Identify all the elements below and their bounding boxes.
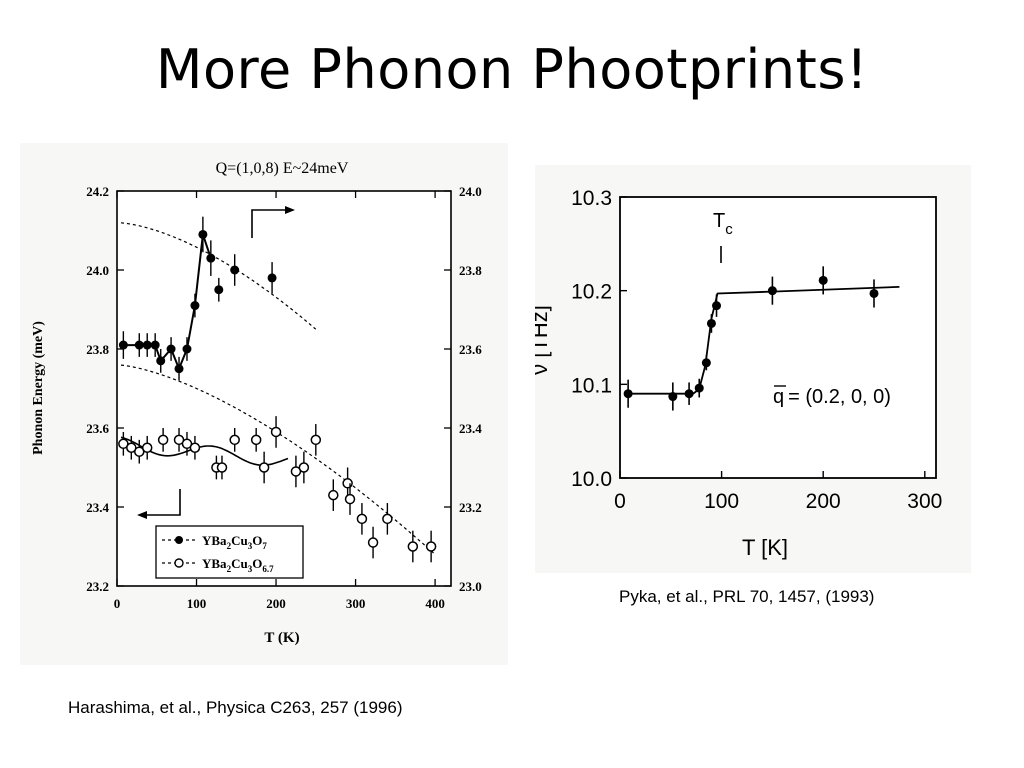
right-point [818,275,828,285]
left-point-open [189,442,201,453]
dashed-guide-lower [120,364,436,555]
left-point-filled [198,229,208,239]
q-vector-annotation: q = (0.2, 0, 0) [773,385,891,408]
right-fit-curve [625,286,900,395]
slide-title: More Phonon Phootprints! [155,38,869,101]
left-y-tick-label: 23.2 [86,579,109,594]
left-citation: Harashima, et al., Physica C263, 257 (19… [68,698,403,717]
left-point-open [356,513,368,525]
left-point-open [270,426,282,438]
legend-marker-filled [175,536,183,544]
left-point-filled [190,301,200,311]
left-point-filled [182,344,192,354]
right-chart-panel: T [K] ν [THz] 0 100 200 300 10.0 10.1 10.2 10.3… [535,165,971,573]
left-point-open [407,541,419,552]
svg-text:q= (0.2, 0, 0): q = (0.2, 0, 0) [773,386,891,408]
right-x-tick-label: 100 [704,490,739,513]
left-y-tick-label: 23.8 [86,342,109,357]
left-point-filled [267,273,277,283]
right-y-tick-label: 10.2 [571,281,612,304]
right-y-tick-label: 10.0 [571,468,612,491]
left-chart-panel: Q=(1,0,8) E~24meV T (K) Phonon Energy (m… [20,143,508,665]
left-x-tick-label: 0 [114,596,121,611]
right-plot-frame [619,196,937,479]
left-point-open [216,462,228,473]
left-x-tick-label: 100 [187,596,207,611]
legend-label-1: YBa2Cu3O7 [202,533,267,551]
right-point [712,301,722,311]
left-point-filled [230,265,240,275]
left-point-open [298,462,310,473]
right-ticks: 0 100 200 300 10.0 10.1 10.2 10.3 [571,187,942,513]
right-point [767,286,777,296]
right-chart: T [K] ν [THz] 0 100 200 300 10.0 10.1 10.2 10.3… [535,187,942,560]
left-point-filled [150,340,160,350]
right-point [684,389,694,399]
left-point-open [157,434,169,446]
left-point-open [344,493,356,505]
left-y-axis-label: Phonon Energy (meV) [31,321,46,455]
right-x-tick-label: 300 [907,490,942,513]
left-y-tick-label: 23.6 [86,421,109,436]
left-point-filled [118,340,128,350]
left-point-filled [156,356,166,366]
left-point-filled [214,285,224,295]
left-point-filled [166,344,176,354]
left-chart: Q=(1,0,8) E~24meV T (K) Phonon Energy (m… [31,160,482,646]
left-point-filled [174,364,184,374]
left-legend-box [155,525,304,579]
tc-annotation: Tc [713,210,733,238]
left-chart-title: Q=(1,0,8) E~24meV [216,160,349,177]
left-point-filled [134,340,144,350]
arrow-right-annotation [251,206,295,238]
right-y-axis-label: ν [THz] [535,305,552,375]
left-x-tick-label: 200 [266,596,286,611]
right-y-tick-label: 10.3 [571,187,612,210]
left-y2-tick-label: 24.0 [459,184,482,199]
right-x-axis-label: T [K] [742,535,788,560]
left-y2-tick-label: 23.4 [459,421,482,436]
dashed-guide-upper [120,222,317,330]
left-y-tick-label: 23.4 [86,500,109,515]
right-point [623,389,633,399]
right-point [668,392,678,402]
right-data-points [623,266,879,411]
right-point [701,358,711,368]
left-x-tick-label: 400 [425,596,445,611]
right-point [706,318,716,328]
left-data-points [118,216,437,563]
left-y2-tick-label: 23.8 [459,263,482,278]
right-point [694,383,704,393]
left-y2-tick-label: 23.0 [459,579,482,594]
right-y-tick-label: 10.1 [571,374,612,397]
left-point-open [328,489,339,501]
right-guide-curve [625,286,900,395]
left-point-open [310,434,322,446]
legend-label-2: YBa2Cu3O6.7 [202,556,274,574]
left-y2-tick-label: 23.6 [459,342,482,357]
left-y-tick-label: 24.2 [86,184,109,199]
left-ticks: 0 100 200 300 400 23.2 23.4 23.6 23.8 24.0 24.2 23.… [86,184,482,611]
arrow-left-annotation [137,489,181,519]
left-legend: YBa2Cu3O7 YBa2Cu3O6.7 [155,525,304,579]
left-x-tick-label: 300 [346,596,366,611]
left-point-open [382,513,393,525]
right-x-tick-label: 200 [806,490,841,513]
left-point-open [229,434,240,446]
legend-marker-open [174,558,184,568]
right-point [869,288,879,298]
left-point-open [258,462,270,473]
left-x-axis-label: T (K) [264,630,299,646]
left-point-filled [142,340,152,350]
left-y2-tick-label: 23.2 [459,500,482,515]
right-citation: Pyka, et al., PRL 70, 1457, (1993) [619,587,875,606]
left-point-filled [206,253,216,263]
left-point-open [342,478,353,489]
left-point-open [250,434,262,446]
left-point-open [141,442,153,453]
left-point-open [367,537,379,548]
left-point-open [425,541,437,552]
left-y-tick-label: 24.0 [86,263,109,278]
right-x-tick-label: 0 [614,490,626,513]
